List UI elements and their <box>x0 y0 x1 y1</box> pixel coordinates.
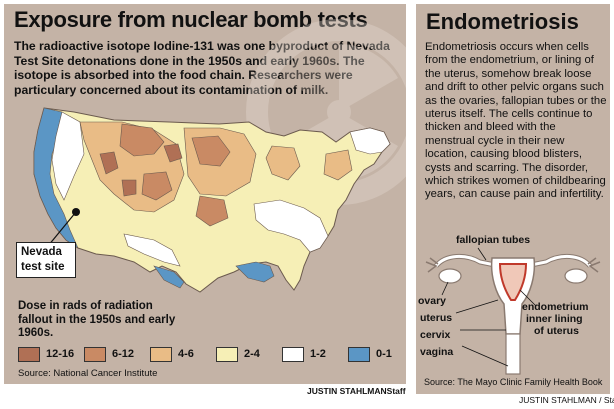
label-uterus: uterus <box>420 312 453 324</box>
region-0-1-south <box>235 261 275 283</box>
label-cervix: cervix <box>420 329 451 341</box>
label-inner-lining: inner lining <box>526 313 583 325</box>
region-4-6-east <box>323 149 353 181</box>
region-12-16-idaho <box>99 151 119 175</box>
region-1-2-southeast <box>253 199 329 253</box>
region-12-16-wyoming <box>163 143 183 163</box>
label-vagina: vagina <box>420 346 454 358</box>
endometriosis-body: Endometriosis occurs when cells from the… <box>425 41 607 201</box>
right-ovary <box>564 268 588 284</box>
endometriosis-source: Source: The Mayo Clinic Family Health Bo… <box>424 377 603 387</box>
legend-swatch <box>18 347 40 362</box>
uterus-diagram <box>425 247 601 375</box>
fallout-title: Exposure from nuclear bomb tests <box>14 7 368 32</box>
region-6-12-montana <box>119 123 165 157</box>
fallout-source: Source: National Cancer Institute <box>18 368 158 379</box>
label-endometrium: endometrium <box>522 301 589 313</box>
endometrium <box>498 263 528 301</box>
legend-label: 6-12 <box>112 348 135 360</box>
nevada-label-line1: Nevada <box>21 246 62 258</box>
label-ovary: ovary <box>418 295 447 307</box>
legend-swatch <box>84 347 106 362</box>
region-4-6-midwest <box>265 145 301 181</box>
region-1-2-southwest <box>51 111 85 201</box>
region-6-12-colorado <box>141 171 173 201</box>
label-fallopian-tubes: fallopian tubes <box>456 234 531 246</box>
nevada-label-line2: test site <box>21 261 65 273</box>
endometriosis-panel: Endometriosis Endometriosis occurs when … <box>416 4 610 394</box>
legend-label: 1-2 <box>310 348 326 360</box>
label-of-uterus: of uterus <box>534 325 579 337</box>
dose-legend-title: Dose in rads of radiation fallout in the… <box>18 300 176 339</box>
legend-label: 2-4 <box>244 348 260 360</box>
legend-label: 12-16 <box>46 348 75 360</box>
us-fallout-map <box>33 19 406 293</box>
legend-label: 0-1 <box>376 348 392 360</box>
legend-swatch <box>348 347 370 362</box>
region-0-1-texas <box>153 265 185 289</box>
region-6-12-dakota <box>191 135 231 167</box>
fallout-panel: Exposure from nuclear bomb tests The rad… <box>4 4 406 384</box>
legend-swatch <box>150 347 172 362</box>
cervix <box>505 333 521 375</box>
nevada-test-site-label: Nevada test site <box>16 242 76 278</box>
region-6-12-kansas <box>195 195 229 227</box>
left-ovary <box>438 268 462 284</box>
fallout-credit: JUSTIN STAHLMANStaff <box>307 386 406 396</box>
region-12-16-utah <box>121 179 137 197</box>
legend-swatch <box>216 347 238 362</box>
legend-label: 4-6 <box>178 348 194 360</box>
endometriosis-credit: JUSTIN STAHLMAN / Staff <box>519 395 614 405</box>
region-1-2-texas <box>123 233 181 267</box>
endometriosis-title: Endometriosis <box>426 9 579 34</box>
region-1-2-northeast <box>349 127 391 155</box>
legend-swatch <box>282 347 304 362</box>
fallout-intro: The radioactive isotope Iodine-131 was o… <box>14 39 390 97</box>
